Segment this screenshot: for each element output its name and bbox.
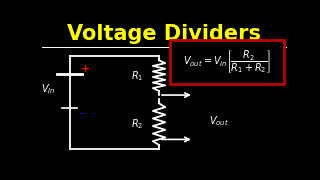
Text: Voltage Dividers: Voltage Dividers: [67, 24, 261, 44]
Text: $-$: $-$: [77, 107, 87, 117]
Text: $R_2$: $R_2$: [131, 117, 143, 131]
Text: $R_1$: $R_1$: [131, 69, 143, 83]
FancyBboxPatch shape: [170, 40, 284, 84]
Text: $V_{In}$: $V_{In}$: [41, 83, 56, 96]
Text: $V_{out} = V_{in}\left[\dfrac{R_2}{R_1+R_2}\right]$: $V_{out} = V_{in}\left[\dfrac{R_2}{R_1+R…: [183, 48, 271, 75]
Text: $V_{out}$: $V_{out}$: [209, 114, 228, 128]
Text: +: +: [81, 64, 91, 74]
